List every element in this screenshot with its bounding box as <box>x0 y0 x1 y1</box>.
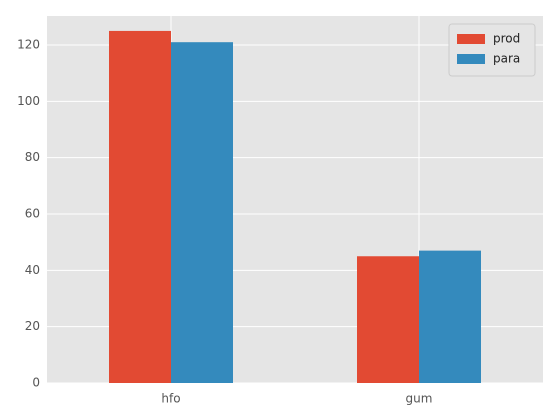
legend-box <box>448 23 536 77</box>
y-tick-label: 100 <box>17 94 40 108</box>
y-tick-label: 60 <box>25 207 40 221</box>
bar <box>419 250 481 383</box>
bar <box>171 42 233 384</box>
y-tick-label: 80 <box>25 150 40 164</box>
legend-label: prod <box>493 32 520 46</box>
legend-label: para <box>493 52 520 66</box>
bar <box>109 30 171 384</box>
x-tick-label: hfo <box>161 392 180 406</box>
y-tick-label: 0 <box>32 376 40 390</box>
x-tick-label: gum <box>406 392 433 406</box>
legend-swatch <box>457 34 485 44</box>
bar <box>357 256 419 383</box>
y-tick-label: 120 <box>17 38 40 52</box>
y-tick-label: 20 <box>25 319 40 333</box>
legend-swatch <box>457 54 485 64</box>
y-tick-label: 40 <box>25 263 40 277</box>
